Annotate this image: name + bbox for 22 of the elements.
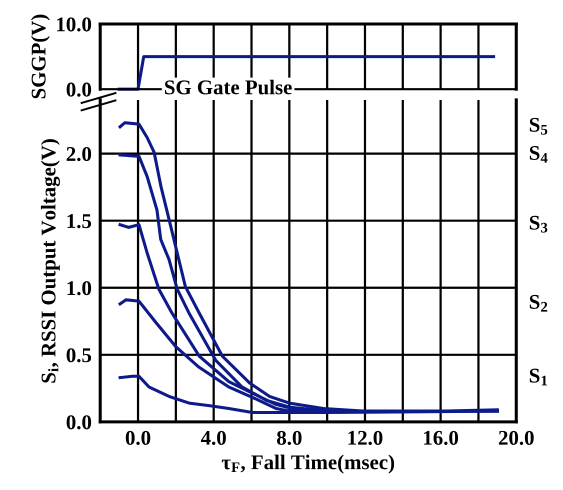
- x-tick-label: 4.0: [200, 430, 226, 445]
- series-label: S$_{1}$: [530, 368, 548, 386]
- y-axis-title: S$_{i}$, RSSI Output Voltage(V): [40, 139, 60, 383]
- x-tick-label: 20.0: [498, 430, 534, 445]
- x-tick-label: 8.0: [277, 430, 302, 445]
- x-tick-label: 12.0: [348, 430, 382, 445]
- x-axis-title: τ$_{F}$, Fall Time(msec): [222, 454, 394, 474]
- x-tick-label: 0.0: [126, 430, 150, 445]
- y-tick-label: 1.0: [68, 281, 92, 296]
- y-tick-label: 0.5: [66, 348, 92, 362]
- y-tick-label: 0.0: [66, 415, 92, 430]
- text: S$_{3}$: [530, 216, 548, 233]
- text: S$_{2}$: [530, 294, 548, 312]
- text: S$_{5}$: [530, 118, 548, 135]
- y-axis-title: SGGP(V): [30, 14, 50, 98]
- y-tick-label: 0.0: [66, 82, 92, 97]
- series-label: SG Gate Pulse: [164, 80, 292, 94]
- y-tick-label: 10.0: [57, 17, 92, 32]
- y-tick-label: 1.5: [68, 214, 92, 228]
- x-tick-label: 16.0: [424, 430, 458, 445]
- text: S$_{4}$: [530, 146, 548, 163]
- y-tick-label: 2.0: [66, 146, 92, 162]
